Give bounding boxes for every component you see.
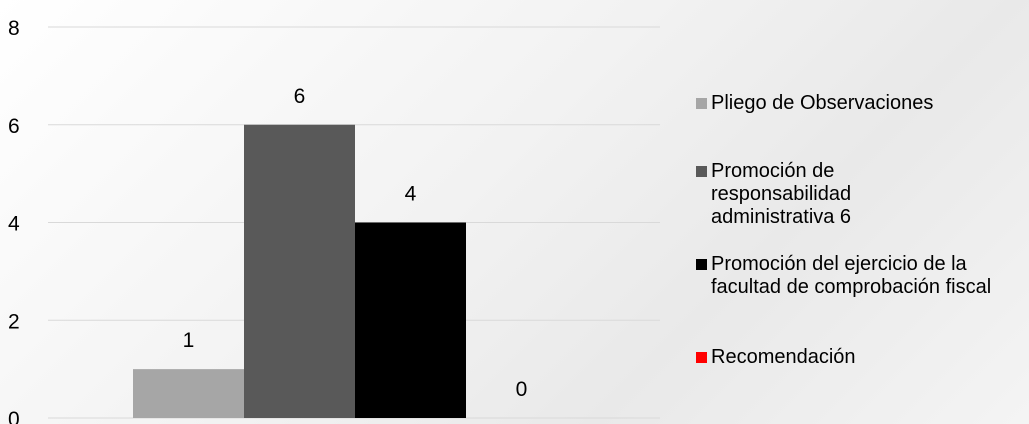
- y-tick-label: 8: [8, 17, 20, 40]
- legend-label: Recomendación: [711, 346, 856, 368]
- legend-label: Pliego de Observaciones: [711, 92, 934, 114]
- y-tick-label: 4: [8, 213, 20, 236]
- legend-item-responsabilidad: Promoción de responsabilidad administrat…: [696, 160, 891, 229]
- y-tick-label: 6: [8, 115, 20, 138]
- data-label: 0: [516, 378, 528, 401]
- bar: [244, 124, 355, 418]
- legend: Pliego de Observaciones Promoción de res…: [696, 60, 1029, 400]
- data-label: 6: [294, 85, 306, 108]
- legend-swatch: [696, 259, 707, 270]
- legend-swatch: [696, 166, 707, 177]
- bars: [133, 124, 466, 418]
- y-tick-label: 2: [8, 310, 20, 333]
- bar: [355, 222, 466, 418]
- data-label: 1: [183, 329, 195, 352]
- legend-swatch: [696, 352, 707, 363]
- bar: [133, 369, 244, 418]
- legend-item-recomendacion: Recomendación: [696, 346, 1029, 369]
- legend-label: Promoción del ejercicio de la facultad d…: [711, 253, 992, 298]
- data-label: 4: [405, 183, 417, 206]
- y-axis-ticks: 0 2 4 6 8: [8, 17, 20, 424]
- legend-item-comprobacion: Promoción del ejercicio de la facultad d…: [696, 253, 1029, 299]
- legend-item-pliego: Pliego de Observaciones: [696, 92, 1029, 115]
- y-tick-label: 0: [8, 408, 20, 424]
- legend-swatch: [696, 98, 707, 109]
- legend-label: Promoción de responsabilidad administrat…: [711, 160, 852, 228]
